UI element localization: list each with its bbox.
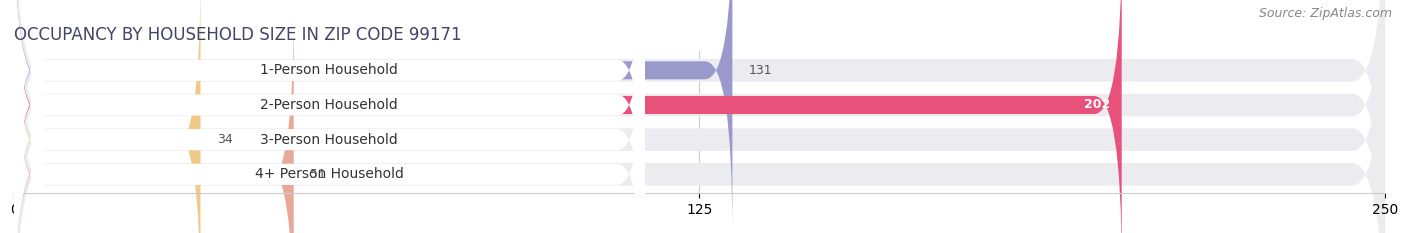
Text: 2-Person Household: 2-Person Household bbox=[260, 98, 398, 112]
FancyBboxPatch shape bbox=[14, 0, 201, 233]
Text: 131: 131 bbox=[749, 64, 772, 77]
FancyBboxPatch shape bbox=[14, 0, 644, 233]
FancyBboxPatch shape bbox=[14, 0, 644, 233]
Text: 3-Person Household: 3-Person Household bbox=[260, 133, 398, 147]
FancyBboxPatch shape bbox=[14, 0, 1385, 233]
FancyBboxPatch shape bbox=[14, 0, 1385, 233]
FancyBboxPatch shape bbox=[14, 10, 294, 233]
Text: Source: ZipAtlas.com: Source: ZipAtlas.com bbox=[1258, 7, 1392, 20]
Text: 1-Person Household: 1-Person Household bbox=[260, 63, 398, 77]
FancyBboxPatch shape bbox=[14, 0, 1385, 233]
Text: 4+ Person Household: 4+ Person Household bbox=[254, 167, 404, 181]
FancyBboxPatch shape bbox=[14, 0, 644, 233]
Text: 34: 34 bbox=[217, 133, 233, 146]
FancyBboxPatch shape bbox=[14, 0, 1122, 233]
Text: 51: 51 bbox=[311, 168, 326, 181]
Text: OCCUPANCY BY HOUSEHOLD SIZE IN ZIP CODE 99171: OCCUPANCY BY HOUSEHOLD SIZE IN ZIP CODE … bbox=[14, 26, 461, 44]
FancyBboxPatch shape bbox=[14, 0, 1385, 233]
Text: 202: 202 bbox=[1084, 99, 1111, 112]
FancyBboxPatch shape bbox=[14, 12, 644, 233]
FancyBboxPatch shape bbox=[14, 0, 733, 233]
